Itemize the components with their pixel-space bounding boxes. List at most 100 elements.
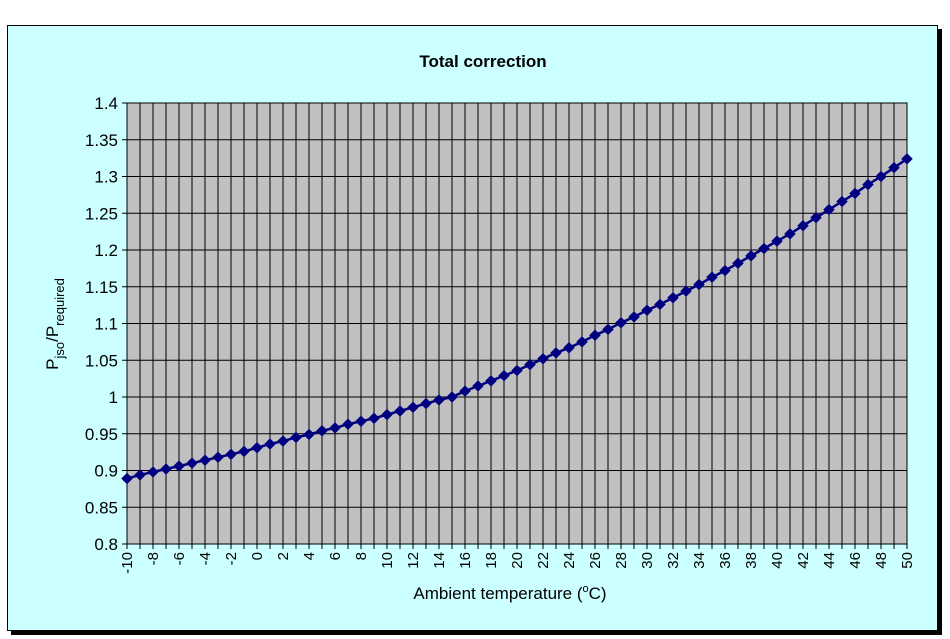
chart-title: Total correction	[419, 52, 546, 71]
x-tick-label: 14	[431, 552, 448, 569]
data-point-marker	[550, 347, 562, 359]
data-point-marker	[238, 445, 250, 458]
grid-layer	[122, 102, 908, 549]
line-chart: Total correction 0.8 0.85 0.9 0.95 1 1.05 1.1 1…	[43, 52, 916, 603]
data-point-marker	[160, 463, 172, 475]
x-tick-label: 36	[717, 552, 734, 569]
data-point-marker	[641, 304, 653, 317]
chart-frame: Total correction 0.8 0.85 0.9 0.95 1 1.05 1.1 1…	[7, 25, 938, 631]
x-tick-label: 2	[275, 552, 292, 560]
data-point-marker	[498, 369, 510, 382]
x-tick-label: 32	[665, 552, 682, 569]
data-point-marker	[290, 431, 302, 444]
data-point-marker	[186, 457, 198, 470]
y-tick-label: 1.4	[94, 94, 118, 113]
data-point-marker	[823, 203, 835, 216]
data-point-marker	[212, 451, 224, 464]
data-point-marker	[303, 428, 315, 441]
x-tick-label: 20	[509, 552, 526, 569]
data-point-marker	[368, 412, 380, 425]
data-point-marker	[485, 374, 497, 387]
x-tick-label: 34	[691, 552, 708, 569]
x-tick-label: 18	[483, 552, 500, 569]
data-point-marker	[472, 380, 484, 392]
x-tick-label: 46	[847, 552, 864, 569]
data-point-marker	[277, 435, 289, 447]
data-point-marker	[563, 341, 575, 354]
y-tick-labels: 0.8 0.85 0.9 0.95 1 1.05 1.1 1.15 1.2 1.25 1.3 1.35…	[85, 94, 118, 554]
y-tick-label: 0.95	[85, 425, 118, 444]
data-point-marker	[381, 408, 393, 421]
x-tick-label: 40	[769, 552, 786, 569]
data-point-marker	[251, 441, 263, 454]
data-point-marker	[342, 418, 354, 431]
data-point-marker	[524, 358, 536, 371]
data-point-marker	[589, 329, 601, 342]
data-point-marker	[888, 161, 900, 174]
data-point-marker	[901, 153, 913, 165]
data-point-marker	[173, 460, 185, 472]
data-point-marker	[628, 311, 640, 323]
data-point-marker	[147, 466, 159, 478]
x-tick-label: 50	[899, 552, 916, 569]
data-point-marker	[225, 448, 237, 461]
data-point-marker	[407, 401, 419, 414]
y-axis-title: Pjso/Prequired	[43, 278, 67, 370]
x-tick-label: 44	[821, 552, 838, 569]
series-layer	[121, 153, 913, 485]
data-point-marker	[836, 195, 848, 208]
y-tick-label: 0.9	[94, 462, 118, 481]
y-tick-label: 1.3	[94, 168, 118, 187]
data-point-marker	[459, 385, 471, 397]
x-tick-label: 16	[457, 552, 474, 569]
y-tick-label: 1.05	[85, 351, 118, 370]
data-point-marker	[433, 394, 445, 406]
data-point-marker	[576, 336, 588, 348]
y-tick-label: 1.35	[85, 131, 118, 150]
x-tick-label: 30	[639, 552, 656, 569]
data-point-marker	[667, 291, 679, 304]
y-tick-label: 0.8	[94, 535, 118, 554]
data-point-marker	[511, 364, 523, 377]
x-tick-label: -10	[119, 552, 136, 574]
x-tick-label: 8	[353, 552, 370, 560]
data-point-marker	[693, 278, 705, 291]
x-tick-label: 10	[379, 552, 396, 569]
x-tick-label: 6	[327, 552, 344, 560]
data-point-marker	[719, 264, 731, 277]
data-point-marker	[316, 424, 328, 437]
data-point-marker	[706, 271, 718, 284]
data-point-marker	[264, 438, 276, 450]
data-point-marker	[862, 178, 874, 191]
x-tick-label: 38	[743, 552, 760, 569]
data-point-marker	[355, 415, 367, 428]
x-tick-labels: -10 -8 -6 -4 -2 0 2 4 6 8 10 12 14 16 18 20 22 24 26 28 30 32…	[119, 552, 916, 574]
data-point-marker	[654, 298, 666, 311]
data-point-marker	[849, 187, 861, 200]
x-tick-label: -8	[145, 552, 162, 565]
data-point-marker	[420, 397, 432, 410]
data-point-marker	[797, 219, 809, 232]
data-point-marker	[537, 352, 549, 365]
data-point-marker	[875, 170, 887, 183]
data-point-marker	[732, 257, 744, 270]
data-point-marker	[446, 391, 458, 403]
data-point-marker	[745, 250, 757, 262]
x-tick-label: -2	[223, 552, 240, 565]
x-tick-label: 0	[249, 552, 266, 560]
y-tick-label: 1.25	[85, 204, 118, 223]
y-tick-label: 1.15	[85, 278, 118, 297]
x-tick-label: 12	[405, 552, 422, 569]
x-axis-title: Ambient temperature (oC)	[413, 583, 606, 603]
data-point-marker	[329, 422, 341, 434]
data-point-marker	[784, 227, 796, 240]
y-tick-label: 0.85	[85, 498, 118, 517]
data-point-marker	[602, 323, 614, 336]
data-point-marker	[394, 405, 406, 417]
data-point-marker	[680, 285, 692, 298]
x-tick-label: 22	[535, 552, 552, 569]
x-tick-label: 42	[795, 552, 812, 569]
x-tick-label: 4	[301, 552, 318, 560]
x-tick-label: -4	[197, 552, 214, 565]
data-point-marker	[199, 454, 211, 467]
